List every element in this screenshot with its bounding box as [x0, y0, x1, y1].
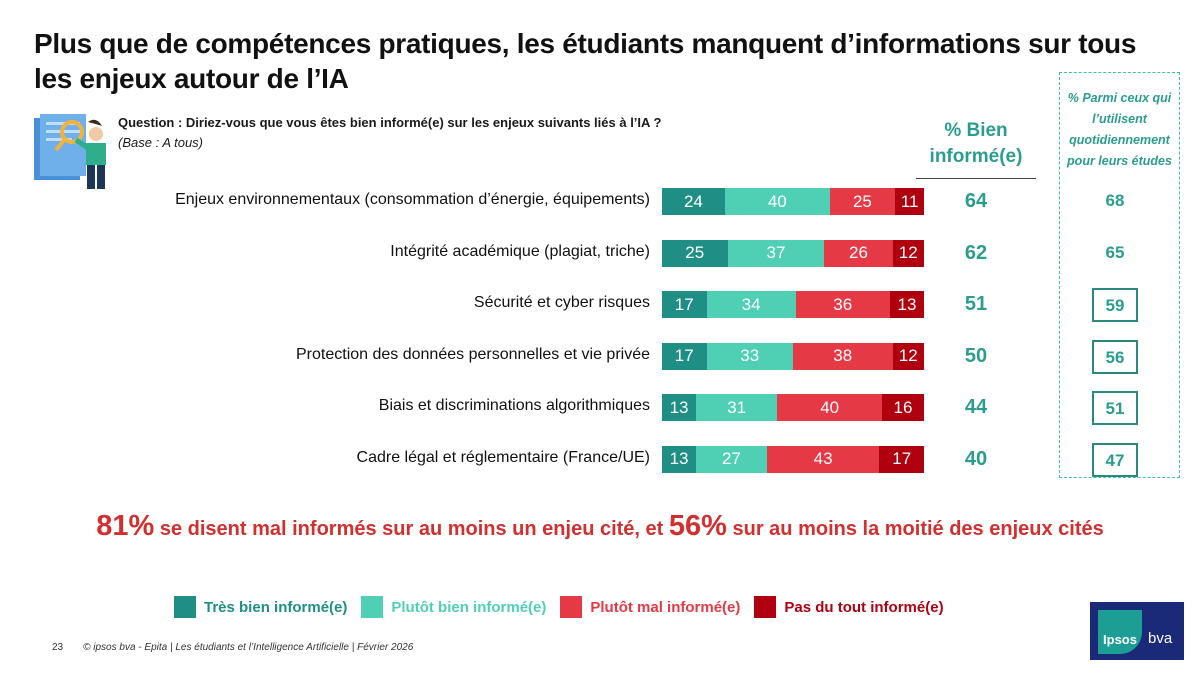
analyst-illustration-icon — [34, 114, 106, 189]
question-text: Question : Diriez-vous que vous êtes bie… — [118, 115, 662, 130]
bar-segment: 34 — [706, 291, 796, 318]
legend-label: Pas du tout informé(e) — [784, 598, 944, 616]
legend-item: Plutôt bien informé(e) — [361, 596, 546, 618]
bar-segment: 25 — [829, 188, 896, 215]
bar-segment: 27 — [696, 445, 767, 473]
key-text-2: sur au moins la moitié des enjeux cités — [726, 518, 1104, 540]
base-text: (Base : A tous) — [118, 135, 204, 150]
bar-segment: 11 — [895, 188, 924, 215]
bar-segment: 38 — [792, 342, 893, 370]
bar-segment: 24 — [662, 188, 725, 215]
page-title: Plus que de compétences pratiques, les é… — [34, 28, 1137, 94]
bar-segment: 13 — [662, 394, 697, 421]
stacked-bar: 13 31 40 16 — [662, 394, 924, 421]
legend-item: Pas du tout informé(e) — [754, 596, 944, 618]
bar-segment: 12 — [892, 239, 924, 267]
source-text: © ipsos bva - Epita | Les étudiants et l… — [83, 642, 414, 653]
bar-segment: 33 — [706, 342, 793, 370]
header-divider — [916, 178, 1036, 179]
bar-segment: 13 — [889, 291, 924, 318]
legend-item: Plutôt mal informé(e) — [560, 596, 740, 618]
legend-label: Plutôt bien informé(e) — [391, 598, 547, 616]
daily-users-panel — [1059, 72, 1180, 478]
category-label: Protection des données personnelles et v… — [296, 345, 650, 363]
total-value: 64 — [964, 190, 988, 212]
legend-swatch — [174, 596, 196, 618]
stacked-bar: 17 34 36 13 — [662, 291, 924, 318]
stacked-bar: 24 40 25 11 — [662, 188, 924, 215]
total-value: 50 — [964, 344, 988, 367]
daily-users-value: 65 — [1105, 242, 1125, 262]
bar-segment: 37 — [727, 239, 825, 267]
bar-segment: 17 — [662, 291, 707, 318]
bar-segment: 12 — [892, 342, 924, 370]
legend-item: Très bien informé(e) — [174, 596, 347, 618]
category-label: Sécurité et cyber risques — [473, 294, 650, 311]
daily-users-value: 51 — [1092, 391, 1138, 425]
bar-segment: 13 — [662, 445, 697, 473]
bar-segment: 17 — [662, 342, 707, 370]
bar-segment: 40 — [724, 188, 830, 215]
stacked-bar: 17 33 38 12 — [662, 342, 924, 370]
total-value: 44 — [964, 396, 988, 418]
bar-segment: 31 — [696, 394, 778, 421]
total-value: 40 — [964, 447, 988, 470]
daily-users-value: 68 — [1105, 191, 1125, 210]
legend-label: Plutôt mal informé(e) — [590, 598, 741, 616]
bar-segment: 43 — [766, 445, 880, 473]
category-label: Intégrité académique (plagiat, triche) — [390, 242, 650, 260]
legend-swatch — [560, 596, 583, 618]
key-pct-2: 56% — [668, 510, 727, 542]
bar-segment: 36 — [795, 291, 890, 318]
key-pct-1: 81% — [96, 510, 155, 542]
total-column-header: % Bien informé(e) — [929, 120, 1023, 167]
logo-brand: Ipsos — [1103, 632, 1137, 647]
bar-segment: 16 — [882, 394, 924, 421]
stacked-bar: 13 27 43 17 — [662, 445, 924, 473]
bar-segment: 25 — [662, 239, 728, 267]
legend-swatch — [361, 596, 384, 618]
category-label: Enjeux environnementaux (consommation d’… — [175, 191, 650, 208]
bar-segment: 17 — [879, 445, 924, 473]
legend-swatch — [754, 596, 777, 618]
chart-legend: Très bien informé(e) Plutôt bien informé(… — [174, 596, 958, 618]
daily-users-value: 59 — [1092, 288, 1138, 322]
key-finding: 81% se disent mal informés sur au moins … — [0, 510, 1200, 543]
legend-label: Très bien informé(e) — [204, 598, 348, 616]
stacked-bar: 25 37 26 12 — [662, 239, 924, 267]
logo-suffix: bva — [1148, 630, 1173, 647]
category-label: Biais et discriminations algorithmiques — [378, 397, 650, 414]
bar-segment: 40 — [777, 394, 883, 421]
daily-users-value: 47 — [1092, 442, 1138, 477]
page-number: 23 — [52, 642, 64, 653]
total-value: 62 — [964, 241, 988, 264]
logo-mark — [1098, 610, 1142, 654]
daily-users-value: 56 — [1092, 339, 1138, 374]
total-value: 51 — [964, 293, 988, 315]
bar-segment: 26 — [824, 239, 893, 267]
key-text-1: se disent mal informés sur au moins un e… — [154, 518, 669, 540]
ipsos-bva-logo: Ipsos bva — [1090, 602, 1184, 660]
category-label: Cadre légal et réglementaire (France/UE) — [356, 448, 650, 466]
daily-users-header: % Parmi ceux qui l’utilisent quotidienne… — [1067, 91, 1172, 168]
footer: 23 © ipsos bva - Epita | Les étudiants et… — [52, 642, 413, 653]
